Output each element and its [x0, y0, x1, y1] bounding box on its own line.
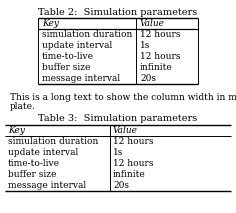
- Text: buffer size: buffer size: [8, 170, 56, 179]
- Text: 1s: 1s: [140, 41, 150, 50]
- Text: update interval: update interval: [8, 148, 78, 157]
- Text: 12 hours: 12 hours: [113, 137, 153, 146]
- Text: Key: Key: [42, 19, 59, 28]
- Text: plate.: plate.: [10, 102, 36, 111]
- Text: Table 2:  Simulation parameters: Table 2: Simulation parameters: [38, 8, 198, 17]
- Text: infinite: infinite: [113, 170, 146, 179]
- Text: time-to-live: time-to-live: [42, 52, 94, 61]
- Text: Value: Value: [113, 126, 138, 135]
- Text: simulation duration: simulation duration: [42, 30, 132, 39]
- Text: message interval: message interval: [8, 181, 86, 190]
- Text: 20s: 20s: [140, 74, 156, 83]
- Text: infinite: infinite: [140, 63, 173, 72]
- Text: 12 hours: 12 hours: [113, 159, 153, 168]
- Text: 12 hours: 12 hours: [140, 52, 181, 61]
- Text: 1s: 1s: [113, 148, 123, 157]
- Text: update interval: update interval: [42, 41, 112, 50]
- Text: This is a long text to show the column width in my tem-: This is a long text to show the column w…: [10, 93, 236, 102]
- Text: Table 3:  Simulation parameters: Table 3: Simulation parameters: [38, 114, 198, 123]
- Text: Value: Value: [140, 19, 165, 28]
- Text: message interval: message interval: [42, 74, 120, 83]
- Text: Key: Key: [8, 126, 25, 135]
- Text: buffer size: buffer size: [42, 63, 90, 72]
- Text: 12 hours: 12 hours: [140, 30, 181, 39]
- Text: time-to-live: time-to-live: [8, 159, 60, 168]
- Text: simulation duration: simulation duration: [8, 137, 98, 146]
- Text: 20s: 20s: [113, 181, 129, 190]
